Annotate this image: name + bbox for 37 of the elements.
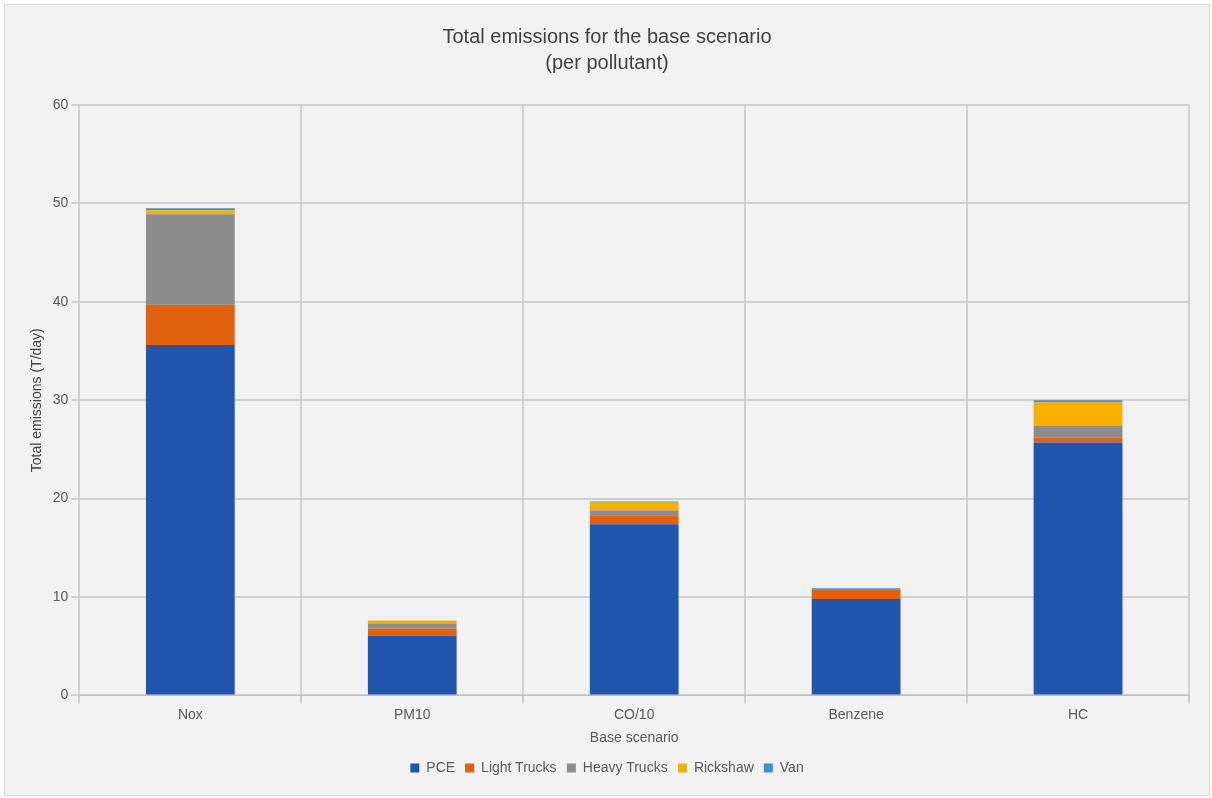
legend-label: Rickshaw — [693, 758, 755, 775]
legend-label: PCE — [426, 758, 456, 775]
bar — [367, 628, 457, 636]
bar — [1033, 402, 1123, 426]
chart-subtitle: (per pollutant) — [545, 50, 669, 73]
bar — [589, 510, 679, 516]
bar — [367, 635, 457, 695]
bar — [811, 589, 901, 599]
bar — [1033, 437, 1123, 443]
bar — [145, 304, 235, 346]
y-tick-label: 30 — [52, 391, 69, 408]
bar — [811, 598, 901, 695]
bar — [1033, 442, 1123, 695]
legend-label: Heavy Trucks — [582, 758, 668, 775]
chart-title: Total emissions for the base scenario — [442, 24, 772, 47]
y-tick-label: 10 — [52, 587, 69, 604]
bar — [589, 524, 679, 695]
y-axis-title: Total emissions (T/day) — [28, 328, 45, 473]
legend-label: Light Trucks — [481, 758, 557, 775]
x-tick-label: Nox — [177, 705, 203, 722]
bar — [145, 345, 235, 695]
y-tick-label: 50 — [52, 194, 69, 211]
bar — [589, 515, 679, 525]
x-tick-label: CO/10 — [613, 705, 655, 722]
y-tick-label: 0 — [60, 686, 69, 703]
y-tick-label: 60 — [52, 95, 69, 112]
x-tick-label: HC — [1067, 705, 1089, 722]
y-tick-label: 20 — [52, 489, 69, 506]
y-tick-label: 40 — [52, 292, 69, 309]
bar — [367, 620, 457, 624]
bar — [145, 214, 235, 305]
x-axis-title: Base scenario — [589, 729, 679, 746]
bar — [145, 210, 235, 215]
legend-label: Van — [779, 758, 804, 775]
x-tick-label: PM10 — [393, 705, 431, 722]
x-tick-label: Benzene — [828, 705, 884, 722]
bar — [1033, 425, 1123, 438]
